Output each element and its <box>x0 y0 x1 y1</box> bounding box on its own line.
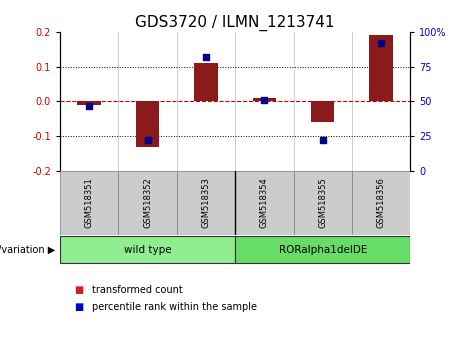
Text: GSM518353: GSM518353 <box>201 177 210 228</box>
Text: GSM518352: GSM518352 <box>143 177 152 228</box>
Text: GSM518351: GSM518351 <box>85 177 94 228</box>
Point <box>378 40 385 46</box>
Bar <box>77 101 101 105</box>
Bar <box>60 171 118 235</box>
Text: GSM518356: GSM518356 <box>377 177 385 228</box>
Text: ■: ■ <box>74 285 83 295</box>
Bar <box>352 171 410 235</box>
Text: transformed count: transformed count <box>92 285 183 295</box>
Title: GDS3720 / ILMN_1213741: GDS3720 / ILMN_1213741 <box>136 14 335 30</box>
Bar <box>136 101 159 147</box>
Bar <box>60 236 235 263</box>
Point <box>260 97 268 103</box>
Text: genotype/variation ▶: genotype/variation ▶ <box>0 245 55 255</box>
Text: wild type: wild type <box>124 245 171 255</box>
Point <box>144 137 151 143</box>
Bar <box>369 35 393 101</box>
Point <box>319 137 326 143</box>
Bar <box>311 101 334 122</box>
Text: percentile rank within the sample: percentile rank within the sample <box>92 302 257 312</box>
Bar <box>235 171 294 235</box>
Bar <box>118 171 177 235</box>
Point <box>85 103 93 108</box>
Text: GSM518354: GSM518354 <box>260 177 269 228</box>
Text: RORalpha1delDE: RORalpha1delDE <box>278 245 367 255</box>
Bar <box>194 63 218 101</box>
Bar <box>235 236 410 263</box>
Bar <box>177 171 235 235</box>
Text: ■: ■ <box>74 302 83 312</box>
Point <box>202 54 210 60</box>
Bar <box>253 98 276 101</box>
Text: GSM518355: GSM518355 <box>318 177 327 228</box>
Bar <box>294 171 352 235</box>
